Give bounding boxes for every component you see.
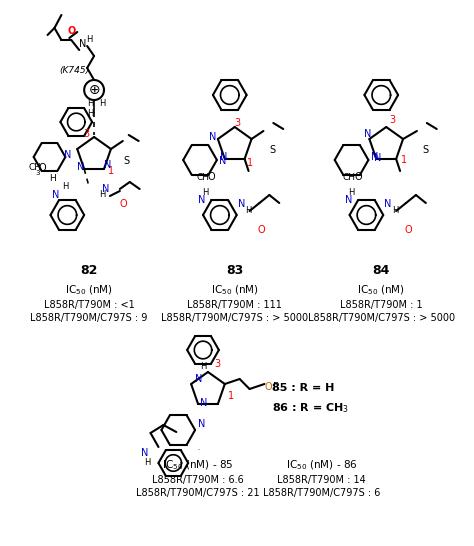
Text: L858R/T790M : 14: L858R/T790M : 14	[277, 475, 366, 485]
Text: 82: 82	[198, 449, 200, 450]
Text: N: N	[198, 195, 205, 205]
Text: L858R/T790M : <1: L858R/T790M : <1	[44, 300, 135, 310]
Text: N: N	[102, 184, 109, 194]
Text: L858R/T790M : 1: L858R/T790M : 1	[340, 300, 423, 310]
Text: 82: 82	[81, 264, 98, 276]
Text: L858R/T790M : 6.6: L858R/T790M : 6.6	[152, 475, 244, 485]
Text: N: N	[80, 39, 87, 49]
Text: 84: 84	[373, 264, 390, 276]
Text: 1: 1	[228, 391, 234, 401]
Text: H: H	[145, 458, 151, 467]
Text: H: H	[246, 206, 252, 215]
Text: 86 : R = CH$_3$: 86 : R = CH$_3$	[273, 401, 349, 415]
Text: IC$_{50}$ (nM): IC$_{50}$ (nM)	[211, 283, 259, 297]
Text: N: N	[104, 160, 112, 170]
Text: IC$_{50}$ (nM) - 86: IC$_{50}$ (nM) - 86	[286, 458, 358, 472]
Text: CH: CH	[196, 173, 209, 182]
Text: N: N	[141, 448, 148, 458]
Text: L858R/T790M/C797S : 9: L858R/T790M/C797S : 9	[30, 313, 148, 323]
Text: 3: 3	[389, 115, 395, 125]
Text: N: N	[237, 199, 245, 209]
Text: H: H	[200, 362, 206, 371]
Text: CH: CH	[28, 163, 41, 173]
Text: N: N	[384, 199, 392, 209]
Text: L858R/T790M/C797S : > 5000: L858R/T790M/C797S : > 5000	[161, 313, 308, 323]
Text: N: N	[219, 156, 227, 166]
Text: CH: CH	[343, 173, 356, 182]
Text: H: H	[99, 99, 105, 108]
Text: H: H	[99, 190, 105, 199]
Text: 85 : R = H: 85 : R = H	[273, 383, 335, 393]
Text: L858R/T790M/C797S : 21: L858R/T790M/C797S : 21	[136, 488, 260, 498]
Text: L858R/T790M/C797S : 6: L858R/T790M/C797S : 6	[263, 488, 381, 498]
Text: (K745): (K745)	[59, 66, 89, 74]
Text: O: O	[67, 26, 75, 36]
Text: IC$_{50}$ (nM) - 85: IC$_{50}$ (nM) - 85	[162, 458, 234, 472]
Text: H: H	[63, 182, 69, 191]
Text: 3: 3	[235, 118, 241, 128]
Text: S: S	[269, 145, 275, 155]
Text: N: N	[345, 195, 352, 205]
Text: N: N	[198, 419, 205, 429]
Text: O: O	[404, 225, 412, 235]
Text: H: H	[202, 188, 209, 197]
Text: 3: 3	[214, 359, 220, 369]
Text: H: H	[87, 99, 93, 108]
Text: 1: 1	[246, 158, 253, 168]
Text: IC$_{50}$ (nM): IC$_{50}$ (nM)	[65, 283, 113, 297]
Text: O: O	[355, 172, 362, 182]
Text: S: S	[124, 156, 130, 166]
Text: N: N	[52, 190, 59, 200]
Text: 83: 83	[226, 264, 243, 276]
Text: H: H	[348, 188, 355, 197]
Text: O: O	[257, 225, 265, 235]
Text: O: O	[208, 172, 216, 182]
Text: N: N	[220, 152, 227, 162]
Text: N: N	[365, 129, 372, 139]
Text: N: N	[64, 150, 71, 160]
Text: O: O	[39, 163, 46, 173]
Text: N: N	[209, 132, 217, 142]
Text: N: N	[76, 162, 84, 172]
Text: 1: 1	[401, 155, 407, 165]
Text: IC$_{50}$ (nM): IC$_{50}$ (nM)	[357, 283, 405, 297]
Text: H: H	[392, 206, 399, 215]
Text: S: S	[423, 145, 429, 155]
Text: O: O	[120, 199, 128, 209]
Text: N: N	[371, 152, 379, 162]
Text: H: H	[87, 109, 93, 118]
Text: L858R/T790M : 111: L858R/T790M : 111	[187, 300, 282, 310]
Text: H: H	[49, 174, 56, 183]
Text: O: O	[264, 382, 272, 392]
Text: L858R/T790M/C797S : > 5000: L858R/T790M/C797S : > 5000	[308, 313, 455, 323]
Text: N: N	[195, 374, 202, 384]
Text: 3: 3	[36, 170, 40, 176]
Text: 1: 1	[108, 166, 114, 176]
Text: H: H	[86, 35, 92, 45]
Text: ⊕: ⊕	[88, 83, 100, 97]
Text: 3: 3	[83, 129, 89, 139]
Text: N: N	[374, 153, 382, 163]
Text: N: N	[200, 398, 208, 408]
Text: R: R	[273, 382, 280, 392]
